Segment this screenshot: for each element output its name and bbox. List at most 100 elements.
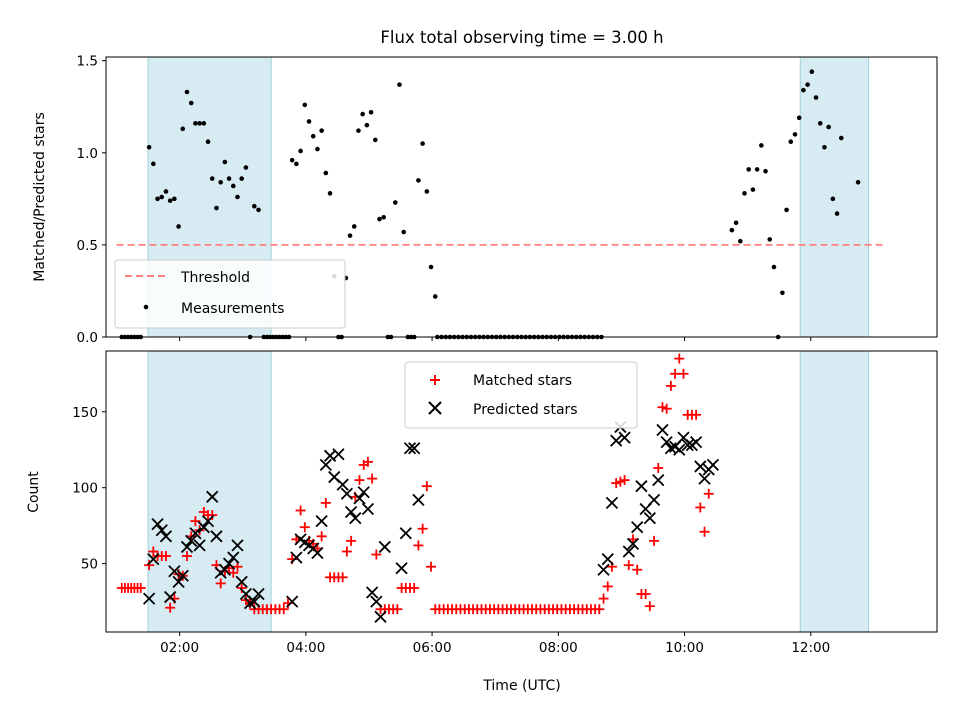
predicted-star-point [631,521,644,534]
matched-star-point [316,531,327,542]
matched-star-point [649,535,660,546]
matched-star-point [640,589,651,600]
matched-star-point [181,551,192,562]
measurement-point [792,132,798,137]
measurement-point [759,143,764,148]
measurement-point [184,89,190,95]
measurement-point [746,167,752,172]
measurement-point [205,139,211,145]
bottom-y-axis-label: Count [26,471,42,513]
matched-star-point [299,522,310,533]
predicted-star-point [227,551,240,564]
measurement-point [381,214,387,220]
predicted-star-point [231,539,244,552]
measurement-point [432,294,438,299]
predicted-star-point [210,530,223,543]
measurement-point [209,176,215,181]
predicted-star-point [378,540,391,554]
matched-star-point [236,582,247,593]
predicted-star-point [635,480,648,493]
y-tick-label: 150 [72,405,98,421]
measurement-point [754,167,760,172]
matched-star-point [207,510,218,521]
measurement-point [218,179,223,185]
matched-star-point [392,604,403,615]
predicted-star-point [206,490,219,503]
matched-star-point [665,380,676,391]
measurement-point [256,207,261,213]
bottom-x-ticks: 02:00 04:00 06:00 08:00 10:00 12:00 [160,632,830,656]
measurement-point [855,179,861,185]
top-y-ticks: 0.0 0.5 1.0 1.5 [77,54,106,346]
measurement-point [243,165,249,170]
measurement-point [193,121,198,126]
predicted-star-point [353,492,366,505]
measurement-point [294,161,299,167]
legend-predicted-marker [428,401,442,415]
predicted-star-point [361,502,375,516]
predicted-star-point [315,514,328,528]
predicted-star-point [694,460,707,473]
measurement-point [809,69,815,75]
matched-star-point [602,581,613,592]
predicted-star-point [332,448,345,461]
predicted-star-point [252,587,265,601]
bottom-axes-frame [105,350,938,633]
predicted-star-point [193,539,206,552]
matched-star-point [354,475,365,486]
matched-star-point [594,604,605,615]
x-tick-label: 02:00 [160,640,199,656]
measurement-point [172,196,177,202]
measurement-point [289,157,295,163]
predicted-star-point [248,595,261,608]
measurement-point [771,264,777,270]
measurement-point [397,82,402,87]
predicted-star-point [349,511,362,525]
measurement-point [372,137,378,143]
matched-star-point [691,409,702,420]
measurement-point [729,227,735,233]
matched-star-point [320,497,331,508]
measurement-point [834,211,840,216]
predicted-star-point [610,434,623,447]
shaded-interval-2 [799,56,870,338]
matched-star-point [232,561,243,572]
matched-star-point [215,578,226,589]
measurement-point [188,100,194,106]
predicted-star-point [168,565,181,578]
predicted-star-point [626,537,640,551]
matched-stars-points [116,353,714,615]
measurement-point [424,189,430,194]
matched-star-point [190,516,201,527]
measurement-point [176,224,181,229]
predicted-star-point [180,540,194,554]
measurement-point [351,224,357,229]
predicted-star-point [172,575,185,589]
y-tick-label: 0.0 [77,330,98,346]
matched-star-point [598,593,609,604]
predicted-star-point [218,563,232,576]
predicted-star-point [660,435,673,449]
measurement-point [742,191,747,196]
chart-title: Flux total observing time = 3.00 h [380,28,663,47]
predicted-star-point [408,442,421,455]
predicted-star-point [185,534,198,548]
measurement-point [767,237,773,242]
predicted-stars-points [142,420,720,623]
top-panel: 0.0 0.5 1.0 1.5 Matched/Predicted stars Thr… [32,54,938,346]
measurement-point [239,176,244,181]
x-axis-label: Time (UTC) [482,678,560,694]
measurement-point [197,121,202,126]
matched-star-point [413,540,424,551]
measurement-point [159,194,165,200]
measurement-point [214,205,219,211]
predicted-star-point [176,569,189,582]
x-tick-label: 06:00 [413,640,452,656]
shaded-interval-1 [147,350,272,633]
predicted-star-point [197,521,210,534]
measurement-point [838,135,844,141]
predicted-star-point [618,431,631,444]
matched-star-point [426,561,437,572]
predicted-star-point [235,575,248,589]
